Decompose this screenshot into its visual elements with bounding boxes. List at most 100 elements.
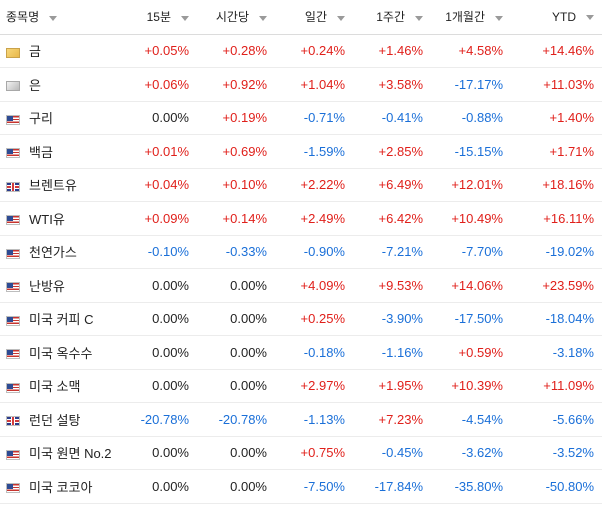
commodity-name-cell: 브렌트유 (0, 168, 117, 202)
commodity-name-cell: 런던 설탕 (0, 402, 117, 437)
change-weekly: +1.46% (353, 34, 431, 68)
us-flag-icon (6, 349, 20, 360)
table-row: 백금 +0.01% +0.69% -1.59% +2.85% -15.15% +1.71% (0, 134, 602, 169)
commodity-name-cell: 구리 (0, 101, 117, 135)
change-15min: +0.06% (117, 67, 197, 102)
column-header-label: 시간당 (215, 10, 249, 25)
column-header-label: YTD (552, 9, 576, 24)
column-header-label: 일간 (304, 10, 327, 25)
change-monthly: +12.01% (431, 168, 511, 202)
column-header-monthly[interactable]: 1개월간 (431, 0, 511, 35)
sort-arrow-icon (259, 15, 267, 21)
change-hourly: -20.78% (197, 402, 275, 437)
change-monthly: -3.62% (431, 436, 511, 470)
commodity-name-cell: 난방유 (0, 268, 117, 303)
change-monthly: +10.39% (431, 369, 511, 403)
commodity-name-cell: WTI유 (0, 201, 117, 236)
change-ytd: +14.46% (511, 34, 602, 68)
change-daily: -1.59% (275, 134, 353, 169)
commodity-link[interactable]: 은 (29, 77, 41, 93)
change-monthly: -0.88% (431, 101, 511, 135)
commodity-name-cell: 미국 옥수수 (0, 335, 117, 370)
commodity-link[interactable]: 미국 옥수수 (29, 345, 93, 361)
commodity-link[interactable]: 난방유 (29, 278, 65, 294)
column-header-label: 15분 (146, 10, 171, 25)
gold-icon (6, 47, 20, 58)
change-weekly: -7.21% (353, 235, 431, 269)
us-flag-icon (6, 315, 20, 326)
commodity-link[interactable]: 브렌트유 (29, 178, 77, 194)
change-hourly: -0.33% (197, 235, 275, 269)
change-monthly: +0.59% (431, 335, 511, 370)
table-row: 브렌트유 +0.04% +0.10% +2.22% +6.49% +12.01% +18.1… (0, 168, 602, 202)
change-weekly: -1.16% (353, 335, 431, 370)
change-weekly: +2.85% (353, 134, 431, 169)
commodity-name-cell: 은 (0, 67, 117, 102)
table-row: 미국 소맥 0.00% 0.00% +2.97% +1.95% +10.39% +11.09… (0, 369, 602, 403)
change-15min: 0.00% (117, 268, 197, 303)
table-row: 천연가스 -0.10% -0.33% -0.90% -7.21% -7.70% -19.02… (0, 235, 602, 269)
change-weekly: +6.42% (353, 201, 431, 236)
column-header-hourly[interactable]: 시간당 (197, 0, 275, 35)
commodity-link[interactable]: 미국 코코아 (29, 479, 93, 495)
change-15min: 0.00% (117, 436, 197, 470)
commodity-link[interactable]: 백금 (29, 144, 53, 160)
change-weekly: -0.41% (353, 101, 431, 135)
change-monthly: -15.15% (431, 134, 511, 169)
change-hourly: 0.00% (197, 369, 275, 403)
change-monthly: -17.17% (431, 67, 511, 102)
change-daily: -0.71% (275, 101, 353, 135)
change-monthly: -35.80% (431, 469, 511, 504)
column-header-name[interactable]: 종목명 (0, 0, 117, 35)
column-header-weekly[interactable]: 1주간 (353, 0, 431, 35)
table-row: 난방유 0.00% 0.00% +4.09% +9.53% +14.06% +23.59% (0, 268, 602, 303)
change-hourly: 0.00% (197, 469, 275, 504)
table-row: 미국 커피 C 0.00% 0.00% +0.25% -3.90% -17.50% -18.… (0, 302, 602, 336)
change-ytd: -19.02% (511, 235, 602, 269)
commodity-link[interactable]: 런던 설탕 (29, 412, 81, 428)
sort-arrow-icon (586, 15, 594, 21)
change-monthly: +10.49% (431, 201, 511, 236)
table-row: WTI유 +0.09% +0.14% +2.49% +6.42% +10.49% +16.1… (0, 201, 602, 236)
change-daily: +2.97% (275, 369, 353, 403)
change-hourly: 0.00% (197, 302, 275, 336)
change-hourly: +0.10% (197, 168, 275, 202)
commodity-link[interactable]: 구리 (29, 111, 53, 127)
commodity-link[interactable]: 미국 원면 No.2 (29, 446, 112, 462)
change-weekly: +6.49% (353, 168, 431, 202)
column-header-15min[interactable]: 15분 (117, 0, 197, 35)
change-15min: 0.00% (117, 469, 197, 504)
change-ytd: -50.80% (511, 469, 602, 504)
change-hourly: +0.69% (197, 134, 275, 169)
column-header-ytd[interactable]: YTD (511, 0, 602, 35)
change-daily: -0.90% (275, 235, 353, 269)
commodity-link[interactable]: WTI유 (29, 211, 65, 227)
sort-arrow-icon (415, 15, 423, 21)
change-daily: +4.09% (275, 268, 353, 303)
uk-flag-icon (6, 181, 20, 192)
table-row: 미국 옥수수 0.00% 0.00% -0.18% -1.16% +0.59% -3.18% (0, 335, 602, 370)
change-monthly: -4.54% (431, 402, 511, 437)
column-header-daily[interactable]: 일간 (275, 0, 353, 35)
sort-arrow-icon (337, 15, 345, 21)
change-hourly: 0.00% (197, 335, 275, 370)
change-daily: -0.18% (275, 335, 353, 370)
commodity-link[interactable]: 미국 커피 C (29, 312, 94, 328)
change-daily: +1.04% (275, 67, 353, 102)
column-header-label: 종목명 (6, 10, 40, 25)
change-ytd: +11.09% (511, 369, 602, 403)
change-daily: -1.13% (275, 402, 353, 437)
table-row: 미국 원면 No.2 0.00% 0.00% +0.75% -0.45% -3.62% -3… (0, 436, 602, 470)
commodity-link[interactable]: 금 (29, 44, 41, 60)
column-header-label: 1주간 (376, 10, 405, 25)
change-hourly: +0.19% (197, 101, 275, 135)
commodity-link[interactable]: 미국 소맥 (29, 379, 81, 395)
commodity-link[interactable]: 천연가스 (29, 245, 77, 261)
table-row: 미국 코코아 0.00% 0.00% -7.50% -17.84% -35.80% -50.… (0, 469, 602, 504)
change-daily: +0.24% (275, 34, 353, 68)
change-monthly: +14.06% (431, 268, 511, 303)
commodity-name-cell: 미국 커피 C (0, 302, 117, 336)
change-ytd: -3.18% (511, 335, 602, 370)
change-15min: +0.05% (117, 34, 197, 68)
commodity-name-cell: 금 (0, 34, 117, 68)
